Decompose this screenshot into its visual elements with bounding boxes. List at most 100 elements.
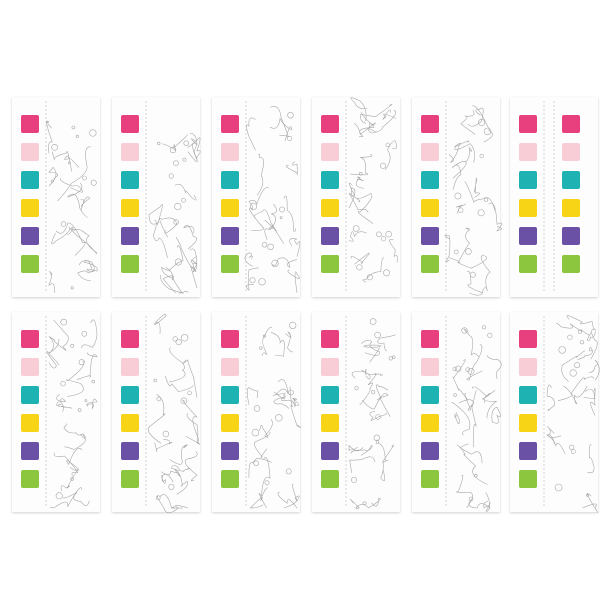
doodle-stroke (169, 444, 188, 465)
line-art (451, 325, 502, 512)
doodle-stroke (369, 411, 387, 421)
doodle-stroke (350, 498, 360, 510)
doodle-stroke (467, 107, 484, 127)
doodle-stroke (488, 202, 503, 232)
doodle-stroke (62, 491, 90, 507)
doodle-stroke (72, 228, 98, 254)
doodle-stroke (458, 227, 471, 262)
doodle-stroke (454, 412, 460, 424)
paint-swatch (519, 414, 537, 432)
paint-swatch (421, 171, 439, 189)
bookmark-card (212, 312, 302, 512)
paint-swatch (121, 199, 139, 217)
paint-swatch (562, 143, 580, 161)
doodle-stroke (456, 444, 488, 485)
doodle-dot (487, 332, 493, 338)
doodle-stroke (76, 352, 98, 380)
bookmark-card (510, 97, 598, 297)
doodle-stroke (64, 433, 87, 450)
doodle-dot (249, 202, 257, 211)
doodle-stroke (588, 359, 600, 381)
doodle-stroke (48, 166, 58, 187)
doodle-stroke (156, 495, 189, 514)
paint-swatch (421, 227, 439, 245)
doodle-dot (385, 230, 392, 238)
doodle-dot (84, 399, 88, 402)
doodle-dot (259, 346, 263, 350)
doodle-dot (287, 111, 294, 119)
doodle-stroke (287, 269, 300, 294)
doodle-stroke (363, 344, 382, 363)
doodle-stroke (249, 487, 268, 509)
doodle-dot (251, 428, 260, 437)
paint-swatch (21, 358, 39, 376)
doodle-stroke (48, 271, 55, 294)
doodle-stroke (148, 393, 166, 444)
paint-swatch (321, 442, 339, 460)
doodle-stroke (361, 339, 380, 356)
doodle-stroke (291, 397, 300, 407)
doodle-stroke (249, 207, 265, 231)
doodle-stroke (261, 326, 273, 356)
doodle-stroke (556, 322, 583, 332)
doodle-dot (375, 414, 381, 420)
paint-swatch (321, 227, 339, 245)
doodle-dot (574, 362, 581, 369)
doodle-dot (75, 134, 79, 138)
paint-swatch (121, 414, 139, 432)
doodle-dot (479, 153, 484, 159)
paint-swatch (321, 199, 339, 217)
doodle-stroke (472, 105, 493, 143)
doodle-stroke (355, 176, 364, 189)
doodle-stroke (51, 226, 77, 245)
doodle-stroke (246, 267, 259, 292)
doodle-stroke (473, 177, 480, 198)
doodle-stroke (452, 359, 468, 400)
doodle-stroke (356, 193, 374, 224)
doodle-dot (465, 367, 471, 373)
paint-swatch (221, 255, 239, 273)
doodle-stroke (253, 209, 285, 244)
doodle-dot (362, 501, 367, 506)
doodle-stroke (152, 219, 168, 258)
doodle-dot (262, 334, 266, 338)
paint-swatch (321, 470, 339, 488)
doodle-stroke (264, 203, 277, 240)
doodle-stroke (289, 386, 302, 428)
paint-swatch (321, 386, 339, 404)
paint-swatch (562, 255, 580, 273)
doodle-stroke (253, 431, 271, 458)
doodle-stroke (466, 344, 483, 381)
doodle-stroke (384, 140, 398, 170)
doodle-dot (288, 389, 294, 396)
doodle-dot (465, 248, 472, 255)
paint-swatch (221, 358, 239, 376)
doodle-stroke (55, 222, 86, 256)
doodle-dot (461, 327, 468, 334)
paint-swatch (221, 199, 239, 217)
doodle-stroke (53, 319, 69, 351)
line-art (348, 97, 398, 283)
doodle-stroke (190, 259, 198, 273)
doodle-dot (452, 366, 457, 372)
paint-swatch (121, 470, 139, 488)
doodle-dot (91, 379, 95, 384)
doodle-stroke (584, 387, 596, 398)
doodle-dot (481, 325, 486, 330)
doodle-dot (182, 157, 187, 162)
doodle-stroke (454, 140, 475, 163)
doodle-stroke (159, 217, 178, 238)
paint-swatch (519, 470, 537, 488)
doodle-dot (70, 477, 74, 481)
doodle-dot (77, 408, 82, 412)
doodle-stroke (582, 493, 599, 514)
doodle-stroke (350, 154, 373, 176)
bookmark-card (212, 97, 301, 297)
paint-swatch (321, 358, 339, 376)
doodle-stroke (359, 112, 376, 137)
doodle-dot (376, 231, 382, 238)
doodle-stroke (246, 117, 256, 151)
paint-swatch (21, 199, 39, 217)
doodle-stroke (169, 347, 186, 383)
doodle-dot (253, 405, 261, 412)
